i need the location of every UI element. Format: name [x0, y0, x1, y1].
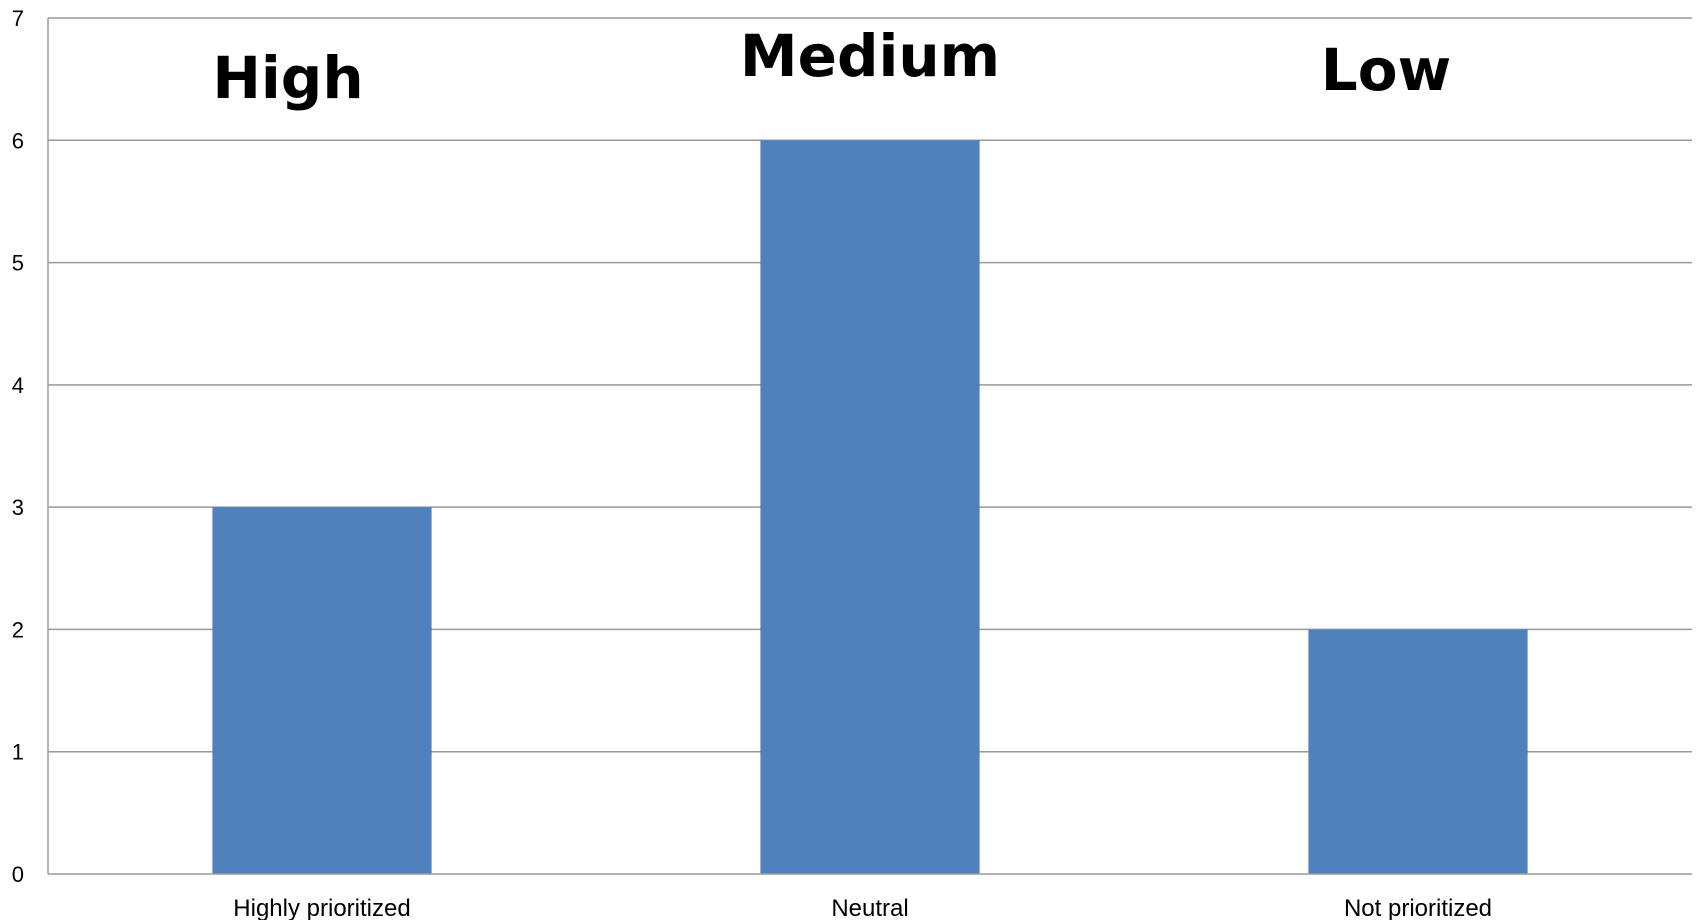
x-tick-label: Not prioritized [1344, 895, 1492, 920]
y-tick-label: 7 [12, 6, 24, 31]
x-tick-label: Neutral [831, 895, 908, 920]
y-tick-label: 3 [12, 495, 24, 520]
annotation-low: Low [1321, 36, 1451, 104]
bars [212, 140, 1528, 875]
annotation-medium: Medium [740, 22, 1000, 90]
axes [47, 18, 1692, 875]
y-tick-label: 5 [12, 251, 24, 276]
y-tick-label: 2 [12, 617, 24, 642]
y-tick-labels: 0 1 2 3 4 5 6 7 [12, 6, 24, 887]
y-tick-label: 0 [12, 862, 24, 887]
bar-neutral [760, 140, 980, 875]
annotations: High Medium Low [212, 22, 1451, 112]
annotation-high: High [212, 44, 363, 112]
y-tick-label: 4 [12, 373, 24, 398]
x-tick-label: Highly prioritized [233, 895, 410, 920]
y-tick-label: 1 [12, 740, 24, 765]
bar-highly-prioritized [212, 507, 432, 874]
bar-not-prioritized [1308, 629, 1528, 874]
x-tick-labels: Highly prioritized Neutral Not prioritized [233, 895, 1492, 920]
y-tick-label: 6 [12, 128, 24, 153]
